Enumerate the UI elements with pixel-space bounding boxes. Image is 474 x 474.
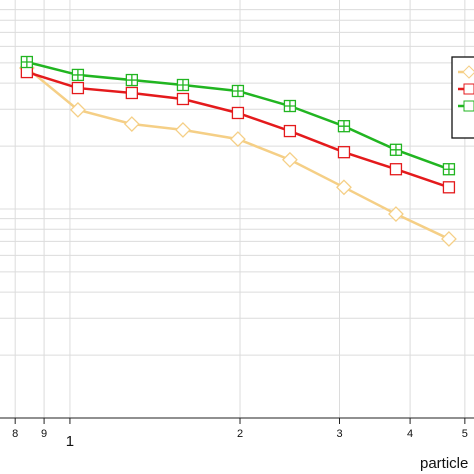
marker bbox=[337, 120, 351, 133]
legend-marker bbox=[463, 83, 474, 95]
x-tick-label: 9 bbox=[41, 428, 47, 440]
marker-cross bbox=[338, 120, 350, 132]
marker bbox=[281, 151, 298, 168]
x-tick-label: 2 bbox=[237, 428, 243, 440]
x-tick-label: 5 bbox=[462, 428, 468, 440]
marker-cross bbox=[390, 144, 402, 156]
marker bbox=[125, 86, 138, 100]
marker-shape bbox=[20, 65, 34, 79]
marker-cross bbox=[443, 163, 455, 175]
marker bbox=[389, 143, 403, 156]
marker bbox=[283, 124, 297, 138]
marker bbox=[231, 106, 245, 120]
marker-cross bbox=[232, 85, 244, 97]
marker-shape bbox=[125, 86, 138, 100]
marker bbox=[20, 65, 34, 79]
marker-shape bbox=[230, 131, 246, 148]
marker bbox=[176, 78, 190, 92]
legend-marker bbox=[462, 65, 474, 79]
marker-shape bbox=[336, 179, 352, 196]
marker-shape bbox=[231, 106, 245, 120]
marker bbox=[20, 55, 34, 69]
marker-shape bbox=[388, 206, 404, 222]
marker-cross bbox=[177, 79, 189, 91]
marker-cross bbox=[284, 100, 296, 112]
marker-shape bbox=[281, 151, 298, 168]
marker-shape bbox=[441, 231, 457, 247]
x-tick-label: 8 bbox=[12, 428, 18, 440]
marker bbox=[442, 181, 456, 194]
marker bbox=[441, 231, 457, 247]
marker bbox=[71, 81, 85, 95]
marker bbox=[69, 101, 86, 118]
marker bbox=[71, 68, 85, 82]
marker-shape bbox=[175, 121, 191, 138]
marker-shape bbox=[337, 146, 351, 159]
marker bbox=[337, 146, 351, 159]
marker-shape bbox=[176, 92, 190, 106]
x-tick-label: 1 bbox=[66, 433, 74, 450]
marker-shape bbox=[463, 100, 474, 112]
marker-shape bbox=[463, 83, 474, 95]
marker bbox=[389, 163, 403, 176]
marker bbox=[231, 84, 245, 98]
marker-shape bbox=[69, 101, 86, 118]
x-tick-label: 4 bbox=[407, 428, 413, 440]
marker bbox=[175, 121, 191, 138]
legend-marker bbox=[463, 100, 474, 112]
marker-shape bbox=[389, 163, 403, 176]
marker bbox=[176, 92, 190, 106]
marker-cross bbox=[21, 56, 33, 68]
marker bbox=[336, 179, 352, 196]
marker-shape bbox=[442, 181, 456, 194]
marker bbox=[442, 163, 456, 176]
marker-shape bbox=[71, 81, 85, 95]
x-tick-label: 3 bbox=[336, 428, 342, 440]
marker bbox=[123, 116, 140, 132]
marker bbox=[230, 131, 246, 148]
marker bbox=[283, 99, 297, 113]
marker bbox=[388, 206, 404, 222]
marker-shape bbox=[123, 116, 140, 132]
x-axis-label: particle bbox=[420, 455, 468, 472]
marker-cross bbox=[126, 74, 138, 86]
marker bbox=[125, 73, 138, 87]
marker-shape bbox=[283, 124, 297, 138]
marker-cross bbox=[72, 69, 84, 81]
marker-shape bbox=[462, 65, 474, 79]
